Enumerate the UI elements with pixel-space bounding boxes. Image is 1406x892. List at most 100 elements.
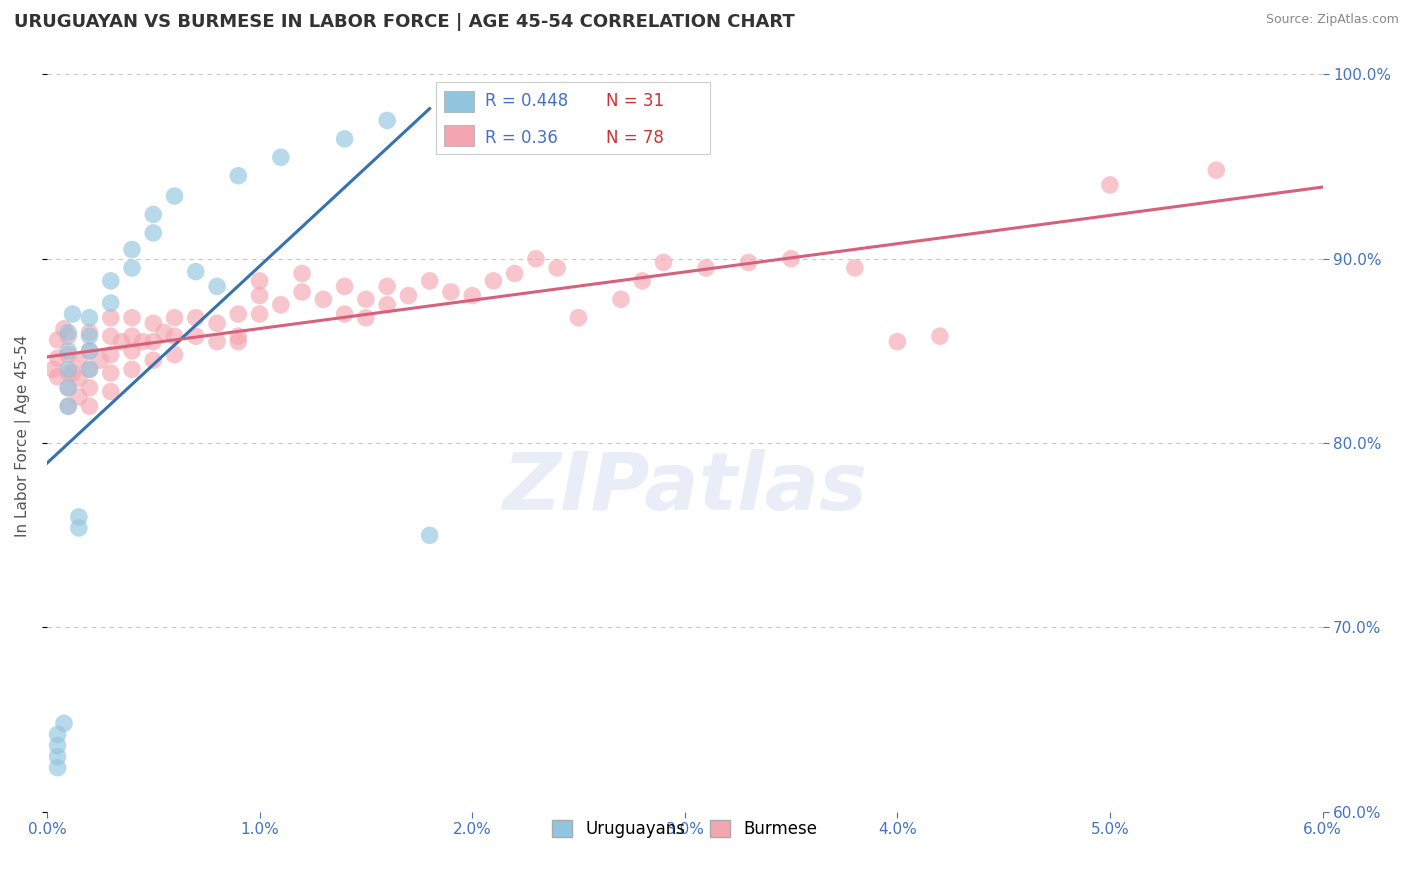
Point bbox=[333, 307, 356, 321]
Point bbox=[249, 274, 271, 288]
Point bbox=[79, 326, 101, 340]
Point bbox=[695, 260, 717, 275]
Point bbox=[844, 260, 866, 275]
Point bbox=[58, 326, 80, 340]
Point bbox=[163, 189, 186, 203]
Point bbox=[142, 316, 165, 330]
Point bbox=[67, 390, 90, 404]
Point bbox=[780, 252, 803, 266]
Point bbox=[142, 353, 165, 368]
Point bbox=[652, 255, 675, 269]
Point bbox=[184, 265, 207, 279]
Point bbox=[46, 739, 69, 753]
Point bbox=[58, 366, 80, 380]
Point bbox=[100, 384, 122, 399]
Bar bbox=[444, 125, 474, 146]
Point bbox=[58, 362, 80, 376]
Point bbox=[79, 343, 101, 358]
Point bbox=[58, 329, 80, 343]
Point bbox=[249, 307, 271, 321]
Text: R = 0.448: R = 0.448 bbox=[485, 92, 568, 110]
Point bbox=[121, 362, 143, 376]
Point bbox=[46, 351, 69, 366]
Point bbox=[312, 293, 335, 307]
Legend: Uruguayans, Burmese: Uruguayans, Burmese bbox=[546, 814, 824, 845]
Text: N = 31: N = 31 bbox=[606, 92, 664, 110]
Text: Source: ZipAtlas.com: Source: ZipAtlas.com bbox=[1265, 13, 1399, 27]
Point bbox=[110, 334, 132, 349]
Point bbox=[375, 113, 398, 128]
Point bbox=[163, 310, 186, 325]
Point bbox=[226, 334, 249, 349]
Text: R = 0.36: R = 0.36 bbox=[485, 129, 558, 147]
Point bbox=[100, 348, 122, 362]
Point bbox=[58, 381, 80, 395]
Point bbox=[205, 316, 228, 330]
Point bbox=[226, 307, 249, 321]
Point bbox=[100, 274, 122, 288]
Text: URUGUAYAN VS BURMESE IN LABOR FORCE | AGE 45-54 CORRELATION CHART: URUGUAYAN VS BURMESE IN LABOR FORCE | AG… bbox=[14, 13, 794, 31]
Point bbox=[142, 226, 165, 240]
Point bbox=[100, 366, 122, 380]
Point bbox=[142, 334, 165, 349]
Point bbox=[58, 399, 80, 413]
Point bbox=[461, 288, 484, 302]
Point bbox=[163, 348, 186, 362]
Point bbox=[503, 267, 526, 281]
Point bbox=[79, 310, 101, 325]
Point bbox=[58, 399, 80, 413]
Bar bbox=[444, 91, 474, 112]
Point bbox=[121, 329, 143, 343]
Point bbox=[79, 329, 101, 343]
Point bbox=[79, 381, 101, 395]
Point bbox=[53, 322, 76, 336]
Point bbox=[46, 761, 69, 775]
Point bbox=[226, 169, 249, 183]
Point bbox=[79, 362, 101, 376]
Point bbox=[153, 326, 176, 340]
Point bbox=[928, 329, 950, 343]
Point bbox=[610, 293, 633, 307]
Point bbox=[419, 274, 441, 288]
Point bbox=[67, 509, 90, 524]
Point bbox=[67, 521, 90, 535]
Point bbox=[375, 279, 398, 293]
Point bbox=[184, 310, 207, 325]
Point bbox=[42, 362, 65, 376]
Point bbox=[100, 296, 122, 310]
Point bbox=[205, 334, 228, 349]
Point bbox=[737, 255, 759, 269]
Point bbox=[58, 348, 80, 362]
Point bbox=[567, 310, 589, 325]
Point bbox=[333, 132, 356, 146]
Point bbox=[440, 285, 463, 299]
Point bbox=[46, 333, 69, 347]
Point bbox=[249, 288, 271, 302]
Point bbox=[121, 310, 143, 325]
Point bbox=[79, 343, 101, 358]
Point bbox=[62, 307, 84, 321]
Text: ZIPatlas: ZIPatlas bbox=[502, 450, 868, 527]
Point bbox=[100, 329, 122, 343]
Point bbox=[354, 293, 377, 307]
Point bbox=[270, 150, 292, 164]
Point bbox=[226, 329, 249, 343]
Point bbox=[79, 399, 101, 413]
Point bbox=[46, 749, 69, 764]
Point bbox=[79, 362, 101, 376]
Point bbox=[142, 207, 165, 221]
Point bbox=[396, 288, 419, 302]
Point bbox=[100, 310, 122, 325]
Point bbox=[58, 381, 80, 395]
Point bbox=[121, 343, 143, 358]
Point bbox=[53, 716, 76, 731]
Point bbox=[291, 285, 314, 299]
Point bbox=[419, 528, 441, 542]
Point bbox=[524, 252, 547, 266]
Point bbox=[375, 298, 398, 312]
Point bbox=[67, 353, 90, 368]
Point bbox=[333, 279, 356, 293]
Y-axis label: In Labor Force | Age 45-54: In Labor Force | Age 45-54 bbox=[15, 334, 31, 537]
Point bbox=[631, 274, 654, 288]
Point bbox=[546, 260, 568, 275]
